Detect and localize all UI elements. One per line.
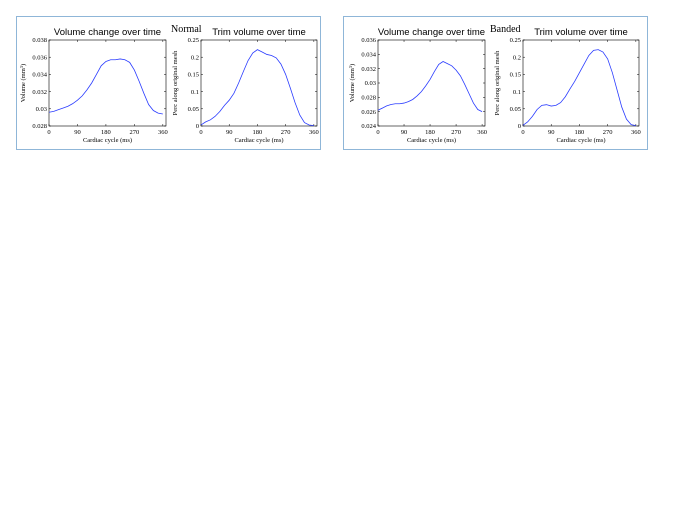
x-tick-label: 0	[521, 129, 524, 136]
y-tick-label: 0.032	[32, 89, 47, 96]
series-line	[48, 58, 163, 115]
chart-title: Trim volume over time	[534, 27, 628, 38]
y-axis-label: Perc along original mesh	[494, 50, 501, 116]
y-tick-label: 0.03	[365, 80, 376, 87]
y-tick-label: 0.25	[188, 37, 199, 44]
y-tick-label: 0	[518, 123, 521, 130]
banded-panel	[343, 16, 648, 150]
x-axis-label: Cardiac cycle (ms)	[83, 137, 132, 144]
y-tick-label: 0.028	[361, 95, 376, 102]
y-tick-label: 0.05	[188, 106, 199, 113]
x-axis-label: Cardiac cycle (ms)	[234, 137, 283, 144]
plot-area	[377, 39, 486, 127]
x-tick-label: 180	[575, 129, 585, 136]
y-tick-label: 0.024	[361, 123, 376, 130]
y-axis-label-end: )	[349, 64, 356, 66]
x-tick-label: 360	[477, 129, 487, 136]
y-tick-label: 0	[196, 123, 199, 130]
y-axis-label-superscript: 3	[19, 65, 24, 68]
series-line	[377, 61, 483, 113]
plot-area	[200, 39, 318, 127]
y-axis-label: Perc along original mesh	[172, 50, 179, 116]
x-tick-label: 90	[74, 129, 81, 136]
chart-title: Trim volume over time	[212, 27, 306, 38]
x-axis-label: Cardiac cycle (ms)	[556, 137, 605, 144]
chart-title: Volume change over time	[378, 27, 485, 38]
x-tick-label: 0	[47, 129, 50, 136]
x-axis-label: Cardiac cycle (ms)	[407, 137, 456, 144]
y-tick-label: 0.038	[32, 37, 47, 44]
y-tick-label: 0.032	[361, 66, 376, 73]
x-tick-label: 0	[199, 129, 202, 136]
y-tick-label: 0.15	[188, 72, 199, 79]
y-tick-label: 0.25	[510, 37, 521, 44]
y-tick-label: 0.028	[32, 123, 47, 130]
y-tick-label: 0.2	[513, 54, 521, 61]
y-axis-label: Volume (mm3)	[19, 64, 28, 102]
y-tick-label: 0.1	[513, 89, 521, 96]
y-tick-label: 0.036	[361, 37, 376, 44]
chart-title: Volume change over time	[54, 27, 161, 38]
y-tick-label: 0.034	[32, 72, 47, 79]
normal-label: Normal	[171, 24, 202, 35]
y-tick-label: 0.05	[510, 106, 521, 113]
x-tick-label: 0	[376, 129, 379, 136]
x-tick-label: 360	[158, 129, 168, 136]
x-tick-label: 180	[425, 129, 435, 136]
chart-3: Volume change over time 0 90 180 270 360 0.024…	[348, 27, 487, 144]
series-line	[522, 49, 636, 127]
y-axis-label-end: )	[20, 64, 27, 66]
chart-2: Trim volume over time 0 90 180 270 360 0 0.05 0.…	[172, 27, 319, 144]
y-tick-label: 0.1	[191, 89, 199, 96]
plot-area	[522, 39, 640, 127]
x-tick-label: 270	[130, 129, 140, 136]
x-tick-label: 270	[451, 129, 461, 136]
y-tick-label: 0.036	[32, 54, 47, 61]
x-tick-label: 90	[226, 129, 233, 136]
chart-4: Trim volume over time 0 90 180 270 360 0 0.05 0.…	[494, 27, 641, 144]
y-tick-label: 0.034	[361, 52, 376, 59]
x-tick-label: 180	[253, 129, 263, 136]
banded-label: Banded	[490, 24, 521, 35]
y-tick-label: 0.03	[36, 106, 47, 113]
y-tick-label: 0.026	[361, 109, 376, 116]
plot-area	[48, 39, 167, 127]
x-tick-label: 360	[309, 129, 319, 136]
y-axis-label: Volume (mm3)	[348, 64, 357, 102]
x-tick-label: 90	[548, 129, 555, 136]
series-line	[200, 49, 314, 127]
x-tick-label: 270	[603, 129, 613, 136]
x-tick-label: 360	[631, 129, 641, 136]
x-tick-label: 270	[281, 129, 291, 136]
x-tick-label: 90	[401, 129, 408, 136]
y-tick-label: 0.2	[191, 54, 199, 61]
y-axis-label-superscript: 3	[348, 65, 353, 68]
chart-1: Volume change over time 0 90 180 270 360 0.028…	[19, 27, 168, 144]
normal-panel	[16, 16, 321, 150]
x-tick-label: 180	[101, 129, 111, 136]
y-tick-label: 0.15	[510, 72, 521, 79]
